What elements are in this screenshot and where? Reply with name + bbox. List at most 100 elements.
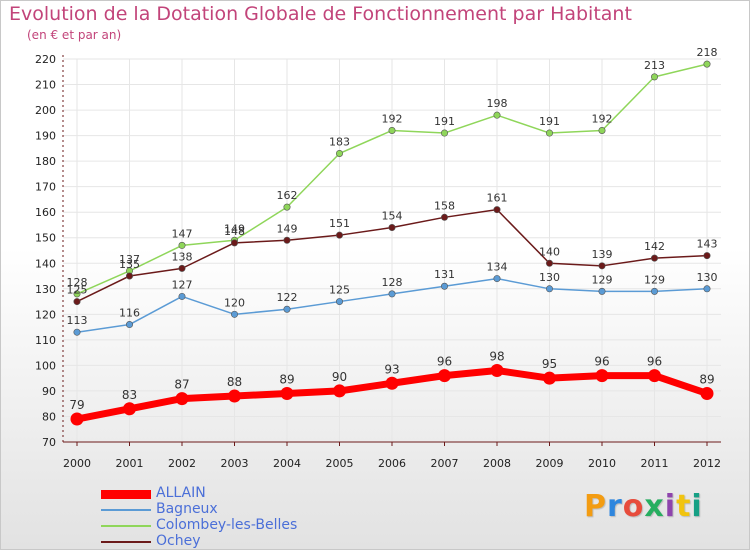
data-label-allain: 87 (174, 378, 189, 392)
point-ochey (650, 254, 658, 262)
y-tick-label: 130 (35, 283, 56, 296)
point-ochey (388, 224, 396, 232)
legend-item-ochey: Ochey (101, 533, 361, 550)
data-label-allain: 95 (542, 357, 557, 371)
logo-letter: P (584, 489, 607, 524)
point-allain (175, 392, 189, 406)
data-label-colombey-les-belles: 192 (592, 112, 613, 125)
data-label-ochey: 138 (172, 250, 193, 263)
logo-letter: i (664, 489, 677, 524)
y-tick-label: 80 (42, 410, 56, 423)
data-label-colombey-les-belles: 192 (382, 112, 403, 125)
data-label-ochey: 125 (67, 284, 88, 297)
point-allain (595, 369, 609, 383)
legend-swatch-bagneux (101, 509, 151, 511)
logo-letter: i (691, 489, 703, 524)
data-label-ochey: 148 (224, 225, 245, 238)
point-ochey (73, 298, 81, 306)
legend-label-bagneux: Bagneux (156, 501, 218, 517)
logo-letter: x (644, 489, 665, 524)
point-colombey-les-belles (598, 126, 606, 134)
data-label-ochey: 142 (644, 240, 665, 253)
data-label-bagneux: 128 (382, 276, 403, 289)
data-label-allain: 88 (227, 375, 242, 389)
point-bagneux (283, 305, 291, 313)
point-bagneux (126, 321, 134, 329)
data-label-bagneux: 130 (539, 271, 560, 284)
series-lines (70, 60, 714, 426)
x-tick-label: 2009 (536, 457, 564, 470)
y-tick-label: 100 (35, 359, 56, 372)
data-label-ochey: 140 (539, 245, 560, 258)
y-tick-label: 220 (35, 53, 56, 66)
data-label-ochey: 161 (487, 192, 508, 205)
point-bagneux (178, 292, 186, 300)
data-label-colombey-les-belles: 213 (644, 59, 665, 72)
y-tick-label: 200 (35, 104, 56, 117)
data-label-allain: 89 (699, 372, 714, 386)
point-allain (123, 402, 136, 416)
y-tick-label: 140 (35, 257, 56, 270)
logo-letter: o (622, 489, 645, 524)
data-label-allain: 96 (647, 355, 662, 369)
data-label-bagneux: 131 (434, 268, 455, 281)
legend-label-ochey: Ochey (156, 533, 201, 549)
x-tick-label: 2002 (168, 457, 196, 470)
point-bagneux (231, 310, 239, 318)
data-label-bagneux: 129 (592, 273, 613, 286)
data-label-ochey: 139 (592, 248, 613, 261)
point-ochey (440, 213, 448, 221)
point-ochey (335, 231, 343, 239)
point-bagneux (388, 290, 396, 298)
y-tick-label: 110 (35, 334, 56, 347)
data-label-colombey-les-belles: 128 (67, 276, 88, 289)
y-tick-label: 70 (42, 436, 56, 449)
point-bagneux (493, 275, 501, 283)
point-colombey-les-belles (440, 129, 448, 137)
x-tick-label: 2004 (273, 457, 301, 470)
data-label-colombey-les-belles: 162 (277, 189, 298, 202)
data-label-bagneux: 130 (697, 271, 718, 284)
data-label-allain: 79 (69, 398, 84, 412)
x-tick-label: 2001 (116, 457, 144, 470)
legend-item-allain: ALLAIN (101, 485, 361, 502)
chart-subtitle: (en € et par an) (27, 28, 122, 42)
data-label-ochey: 158 (434, 199, 455, 212)
point-allain (385, 376, 399, 390)
point-bagneux (650, 287, 658, 295)
legend-item-bagneux: Bagneux (101, 501, 361, 518)
data-label-colombey-les-belles: 183 (329, 135, 350, 148)
point-bagneux (545, 285, 553, 293)
point-allain (490, 364, 504, 378)
point-allain (228, 389, 241, 403)
point-allain (438, 369, 451, 383)
axes: 7080901001101201301401501601701801902002… (35, 53, 721, 470)
point-colombey-les-belles (178, 241, 186, 249)
y-tick-label: 120 (35, 308, 56, 321)
point-allain (70, 412, 84, 426)
point-ochey (703, 252, 711, 260)
data-label-bagneux: 120 (224, 296, 245, 309)
point-colombey-les-belles (283, 203, 291, 211)
point-allain (543, 371, 556, 385)
data-label-ochey: 143 (697, 238, 718, 251)
point-allain (280, 386, 294, 400)
x-tick-label: 2006 (378, 457, 406, 470)
data-label-ochey: 154 (382, 210, 403, 223)
y-tick-label: 160 (35, 206, 56, 219)
point-ochey (178, 264, 186, 272)
data-label-allain: 98 (489, 350, 504, 364)
legend-label-colombey: Colombey-les-Belles (156, 517, 298, 533)
y-tick-label: 170 (35, 181, 56, 194)
point-colombey-les-belles (388, 126, 396, 134)
data-label-ochey: 151 (329, 217, 350, 230)
point-colombey-les-belles (703, 60, 711, 68)
grid (63, 58, 721, 442)
y-tick-label: 90 (42, 385, 56, 398)
point-colombey-les-belles (73, 290, 81, 298)
data-label-bagneux: 125 (329, 284, 350, 297)
point-allain (700, 386, 714, 400)
data-label-bagneux: 113 (67, 314, 88, 327)
data-label-allain: 96 (594, 355, 609, 369)
